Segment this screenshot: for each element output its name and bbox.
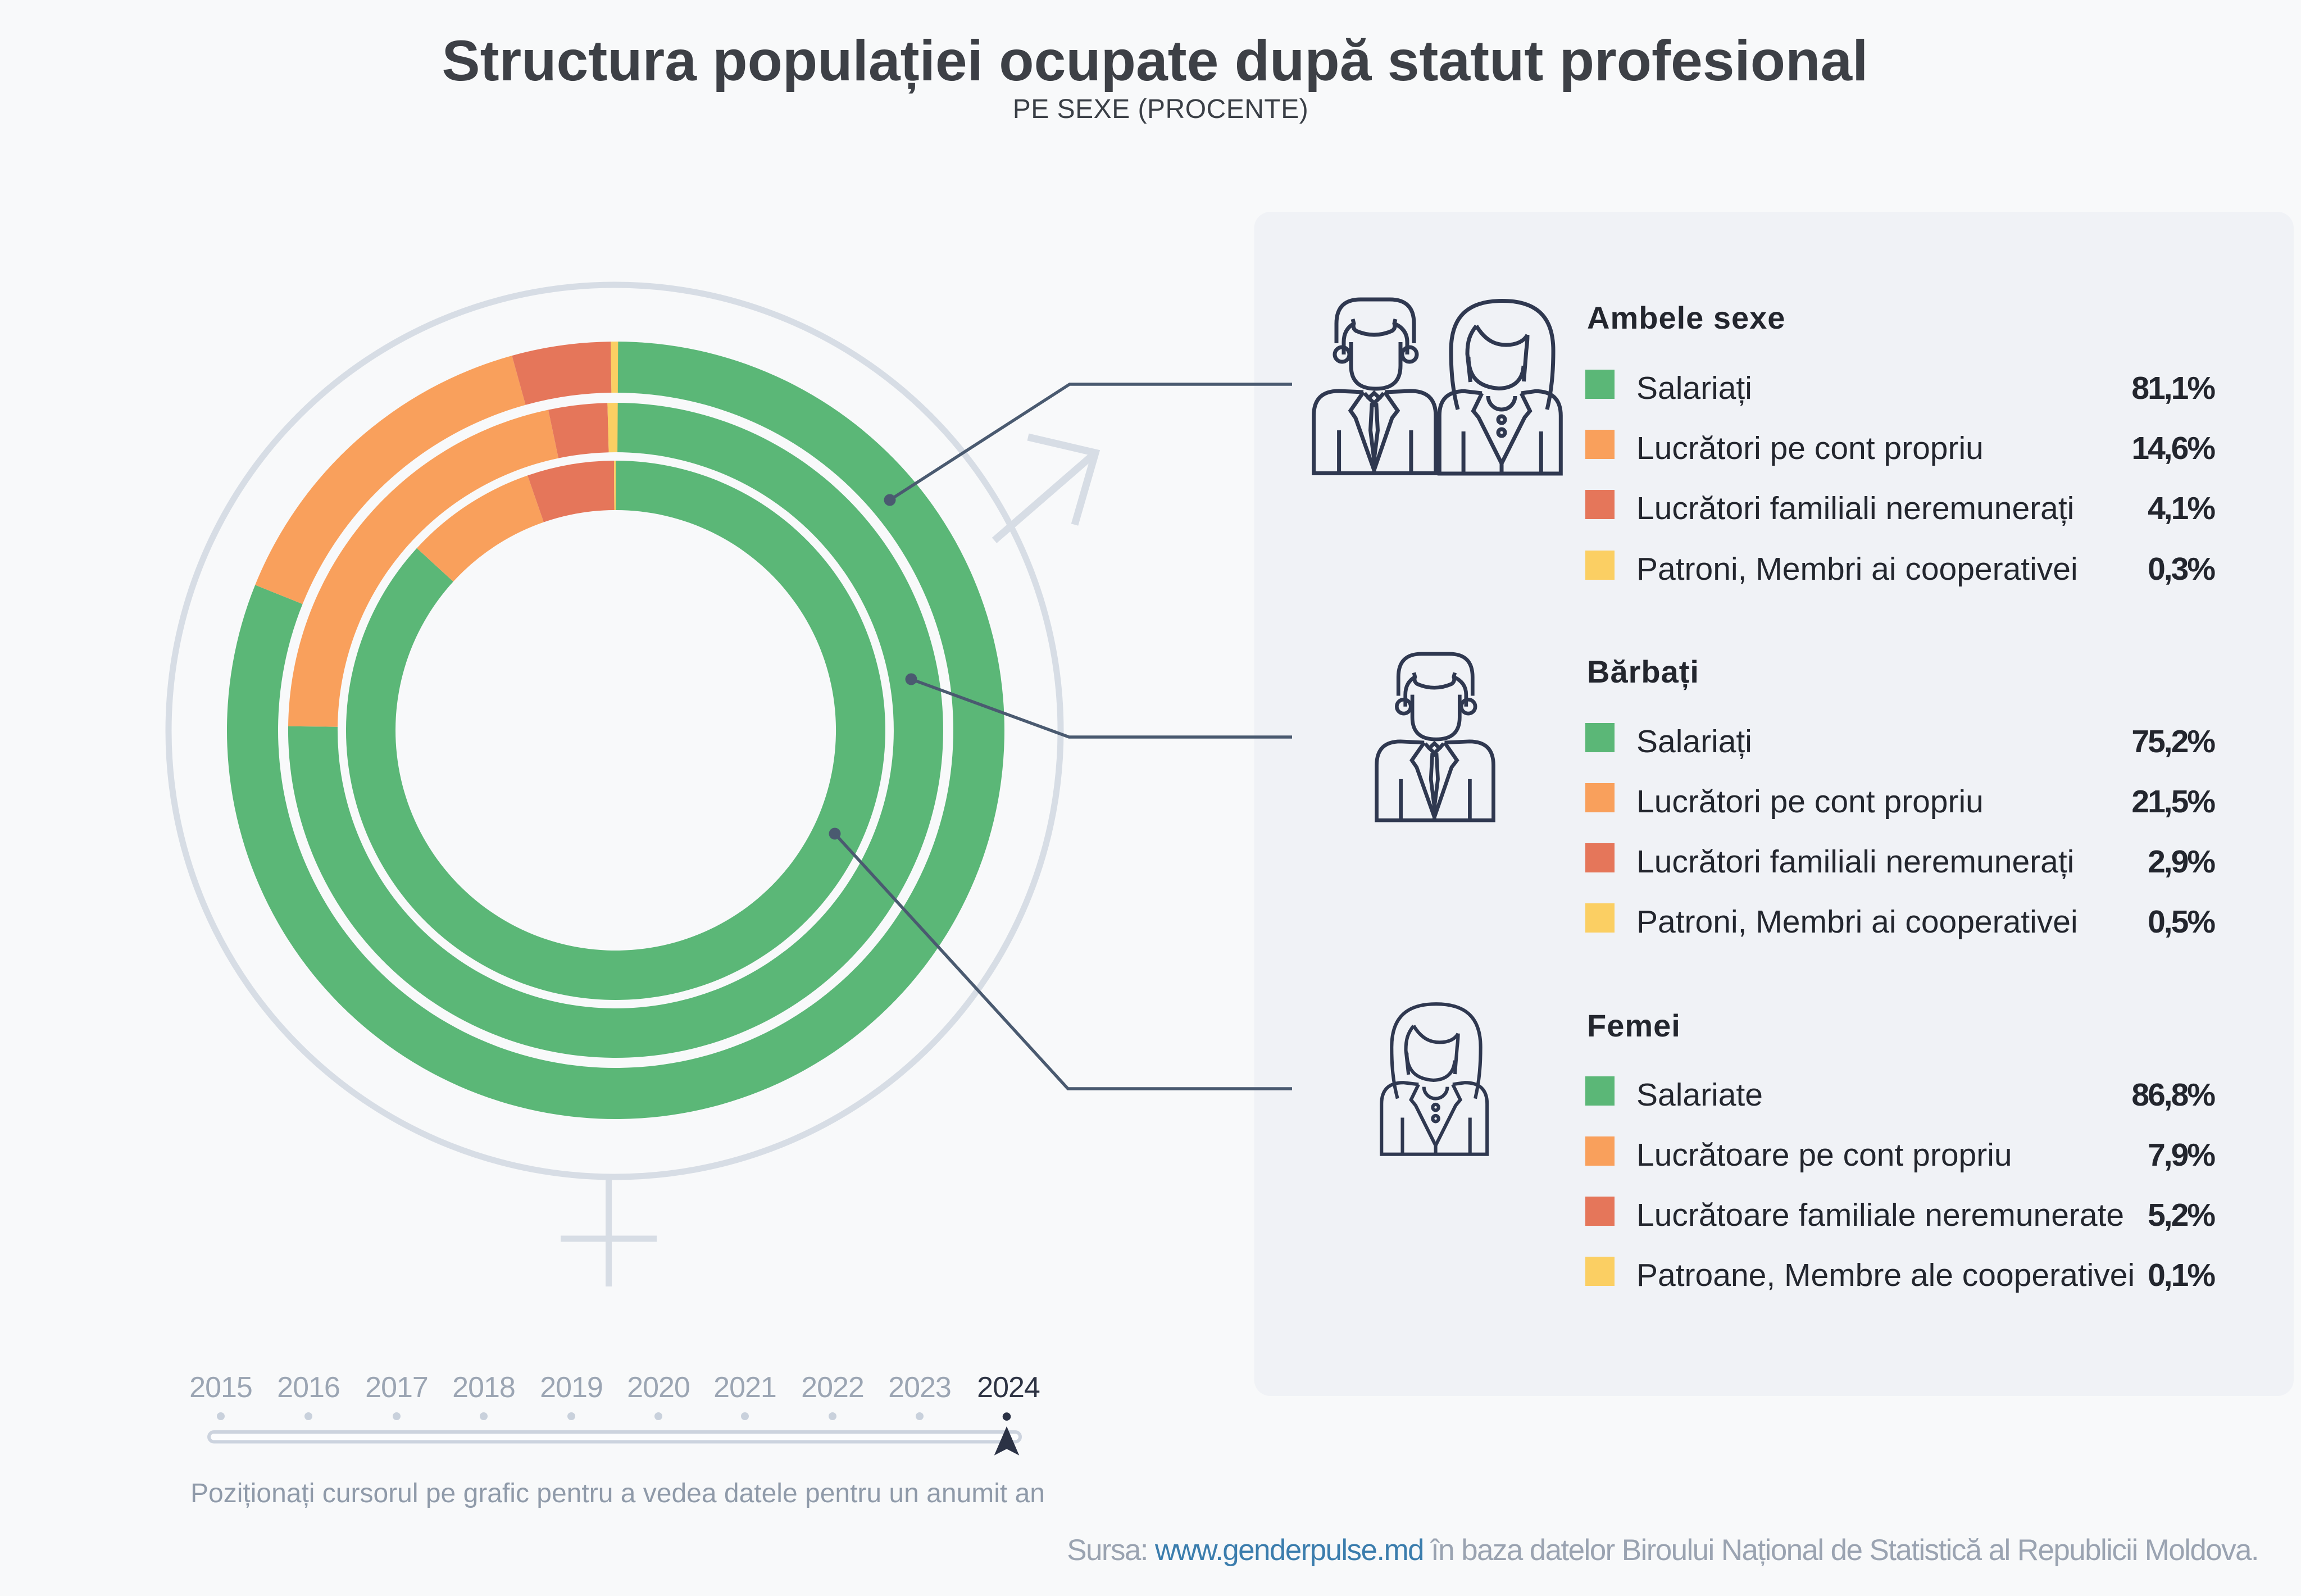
svg-text:Lucrători familiali neremunera: Lucrători familiali neremunerați bbox=[1636, 844, 2074, 880]
svg-text:2019: 2019 bbox=[540, 1371, 603, 1404]
svg-text:2,9%: 2,9% bbox=[2148, 844, 2215, 880]
svg-text:0,5%: 0,5% bbox=[2148, 904, 2215, 940]
svg-text:Lucrători pe cont propriu: Lucrători pe cont propriu bbox=[1636, 784, 1984, 820]
svg-text:0,1%: 0,1% bbox=[2148, 1257, 2215, 1293]
svg-text:PE SEXE (PROCENTE): PE SEXE (PROCENTE) bbox=[1013, 94, 1308, 124]
svg-text:Bărbați: Bărbați bbox=[1587, 654, 1699, 690]
svg-text:Patroane, Membre ale cooperati: Patroane, Membre ale cooperativei bbox=[1636, 1257, 2135, 1293]
svg-text:Lucrători pe cont propriu: Lucrători pe cont propriu bbox=[1636, 430, 1984, 466]
svg-text:2024: 2024 bbox=[977, 1371, 1040, 1404]
svg-text:Femei: Femei bbox=[1587, 1008, 1681, 1043]
svg-text:0,3%: 0,3% bbox=[2148, 551, 2215, 587]
svg-text:Structura populației ocupate d: Structura populației ocupate după statut… bbox=[442, 29, 1868, 94]
svg-text:2017: 2017 bbox=[365, 1371, 428, 1404]
svg-text:21,5%: 21,5% bbox=[2131, 784, 2215, 820]
svg-text:14,6%: 14,6% bbox=[2131, 430, 2215, 466]
svg-text:Patroni, Membri ai cooperative: Patroni, Membri ai cooperativei bbox=[1636, 551, 2078, 587]
svg-text:2022: 2022 bbox=[801, 1371, 864, 1404]
svg-text:Ambele sexe: Ambele sexe bbox=[1587, 300, 1785, 335]
svg-text:5,2%: 5,2% bbox=[2148, 1197, 2215, 1233]
svg-text:Lucrătoare pe cont propriu: Lucrătoare pe cont propriu bbox=[1636, 1137, 2012, 1173]
svg-text:2021: 2021 bbox=[713, 1371, 776, 1404]
svg-text:Salariate: Salariate bbox=[1636, 1077, 1763, 1113]
svg-text:2018: 2018 bbox=[452, 1371, 515, 1404]
svg-text:2023: 2023 bbox=[888, 1371, 951, 1404]
svg-text:2015: 2015 bbox=[189, 1371, 252, 1404]
svg-text:Patroni, Membri ai cooperative: Patroni, Membri ai cooperativei bbox=[1636, 904, 2078, 940]
svg-text:81,1%: 81,1% bbox=[2131, 370, 2215, 406]
svg-text:2016: 2016 bbox=[277, 1371, 340, 1404]
svg-text:7,9%: 7,9% bbox=[2148, 1137, 2215, 1173]
svg-text:75,2%: 75,2% bbox=[2131, 724, 2215, 760]
svg-text:Lucrătoare familiale neremuner: Lucrătoare familiale neremunerate bbox=[1636, 1197, 2124, 1233]
svg-text:Salariați: Salariați bbox=[1636, 724, 1752, 760]
svg-text:Lucrători familiali neremunera: Lucrători familiali neremunerați bbox=[1636, 490, 2074, 526]
svg-text:86,8%: 86,8% bbox=[2131, 1077, 2215, 1113]
svg-text:4,1%: 4,1% bbox=[2148, 490, 2215, 526]
svg-text:2020: 2020 bbox=[627, 1371, 690, 1404]
svg-text:Poziționați cursorul pe grafic: Poziționați cursorul pe grafic pentru a … bbox=[190, 1479, 1045, 1508]
svg-text:Salariați: Salariați bbox=[1636, 370, 1752, 406]
svg-text:Sursa: www.genderpulse.md în b: Sursa: www.genderpulse.md în baza datelo… bbox=[1067, 1534, 2258, 1567]
